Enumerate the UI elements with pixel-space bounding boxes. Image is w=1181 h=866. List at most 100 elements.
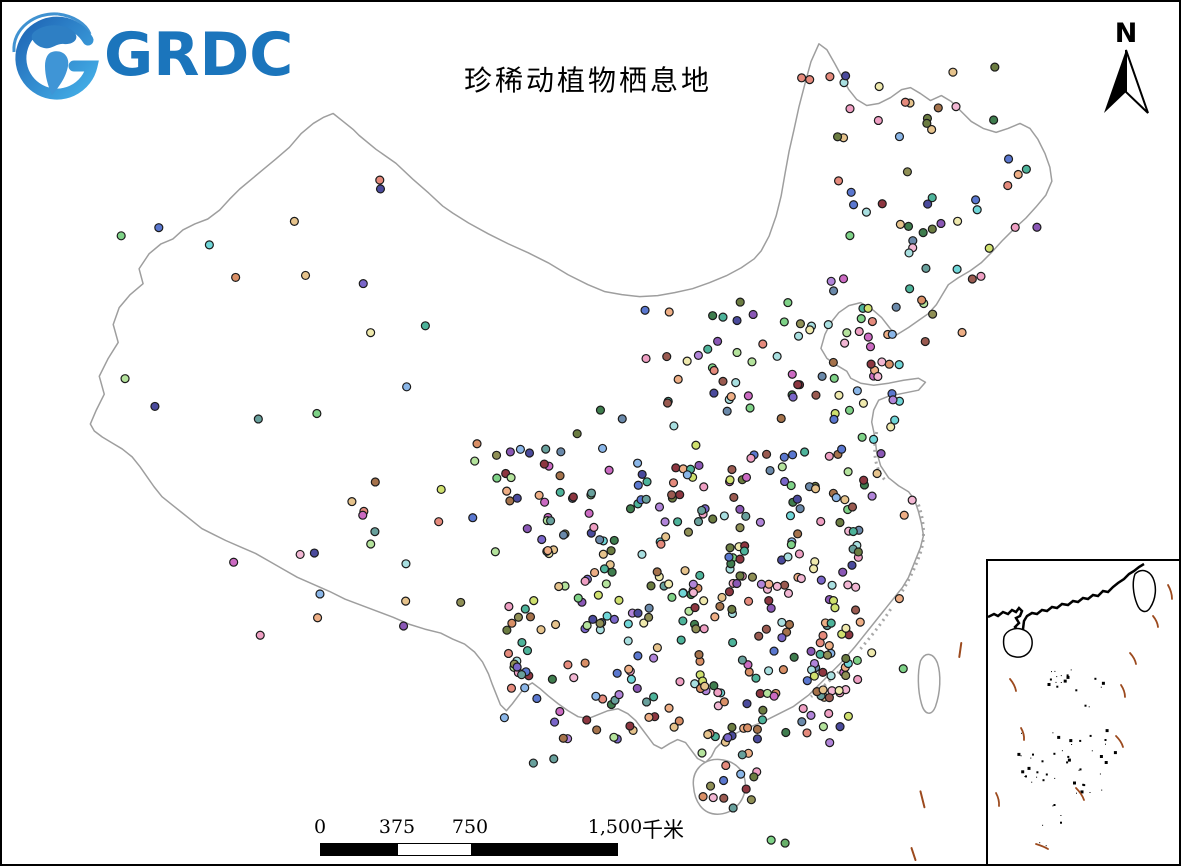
island-speck	[1020, 755, 1022, 757]
island-speck	[1036, 771, 1039, 774]
island-speck	[1036, 776, 1038, 778]
habitat-dot	[505, 447, 515, 457]
habitat-dot	[732, 578, 742, 589]
habitat-dot	[823, 320, 833, 330]
habitat-dot	[309, 548, 319, 558]
island-speck	[1089, 734, 1092, 737]
habitat-dot	[827, 580, 837, 590]
island-speck	[1042, 779, 1045, 782]
habitat-dot	[902, 167, 913, 177]
habitat-dot	[874, 81, 884, 92]
habitat-dot	[777, 617, 787, 627]
habitat-dot	[855, 617, 865, 627]
inset-nine-dash-line	[995, 584, 1173, 850]
island-speck	[1045, 773, 1048, 776]
habitat-dot	[699, 482, 709, 492]
habitat-dot	[841, 71, 851, 81]
habitat-dot	[805, 325, 815, 335]
island-speck	[1060, 821, 1062, 824]
habitat-dot	[843, 711, 853, 721]
habitat-dot	[697, 505, 707, 516]
habitat-dot	[732, 347, 742, 358]
habitat-dot	[817, 371, 827, 381]
habitat-dot	[842, 328, 852, 338]
inset-coastline	[988, 562, 1145, 635]
habitat-dot	[358, 510, 368, 520]
habitat-dot	[835, 722, 845, 732]
habitat-dot	[609, 614, 619, 624]
habitat-dot	[869, 434, 879, 444]
habitat-dot	[849, 200, 859, 210]
habitat-dot	[633, 480, 643, 490]
habitat-dot	[859, 475, 869, 485]
habitat-dot	[662, 351, 672, 362]
habitat-dot	[798, 703, 808, 714]
habitat-dot	[573, 593, 583, 603]
habitat-dot	[517, 670, 527, 680]
habitat-dot	[769, 691, 779, 701]
habitat-dot	[747, 572, 758, 582]
habitat-dot	[834, 685, 844, 696]
habitat-dot	[688, 588, 699, 598]
habitat-dot	[826, 276, 836, 286]
habitat-dot	[854, 326, 864, 337]
habitat-dot	[741, 784, 751, 794]
habitat-dot	[602, 611, 612, 621]
habitat-dot	[584, 508, 594, 518]
habitat-dot	[818, 685, 828, 695]
habitat-dot	[375, 184, 386, 194]
habitat-dot	[877, 199, 887, 209]
island-speck	[1075, 689, 1078, 692]
habitat-dot	[1003, 154, 1014, 164]
habitat-dot	[625, 721, 635, 731]
habitat-dot	[609, 732, 619, 742]
habitat-dot	[289, 216, 299, 226]
habitat-dot	[1003, 180, 1013, 191]
habitat-dot	[612, 668, 622, 678]
habitat-dot	[841, 623, 851, 633]
habitat-dot	[818, 667, 828, 677]
habitat-dot	[751, 673, 761, 683]
inset-canvas	[988, 562, 1173, 850]
island-speck	[1101, 789, 1103, 791]
habitat-dot	[802, 728, 812, 738]
habitat-dot	[920, 336, 930, 347]
habitat-dot	[742, 699, 752, 709]
habitat-dot	[845, 231, 855, 241]
habitat-dot	[664, 307, 674, 317]
habitat-dot	[769, 646, 779, 656]
habitat-dot	[971, 195, 981, 205]
habitat-dot	[825, 72, 835, 82]
habitat-dot	[805, 75, 815, 85]
habitat-dot	[375, 175, 385, 185]
habitat-dot	[724, 587, 735, 597]
habitat-dot	[772, 351, 782, 361]
habitat-dot	[694, 460, 704, 471]
inset-nine-dash-segment	[1115, 735, 1124, 748]
habitat-dot	[680, 566, 690, 576]
habitat-dot	[436, 484, 446, 495]
habitat-dot	[713, 336, 723, 346]
habitat-dot	[646, 581, 656, 591]
habitat-dot	[876, 449, 886, 459]
habitat-dot	[558, 733, 568, 743]
habitat-dot	[522, 524, 532, 534]
habitat-dot	[700, 681, 710, 691]
island-speck	[1104, 761, 1108, 764]
habitat-dot	[588, 614, 598, 624]
habitat-dot	[933, 103, 943, 113]
habitat-dot	[593, 590, 603, 600]
habitat-dot	[116, 231, 126, 241]
habitat-dot	[582, 715, 592, 725]
habitat-dot	[816, 516, 826, 527]
habitat-dot	[763, 666, 774, 676]
habitat-dot	[604, 465, 614, 475]
habitat-dot	[816, 575, 826, 585]
habitat-dot	[623, 619, 633, 629]
habitat-dot	[1021, 164, 1031, 174]
habitat-dot	[591, 691, 601, 701]
habitat-dot	[737, 750, 747, 760]
habitat-dot	[541, 444, 551, 454]
island-speck	[1051, 671, 1052, 673]
habitat-dot	[743, 596, 754, 606]
